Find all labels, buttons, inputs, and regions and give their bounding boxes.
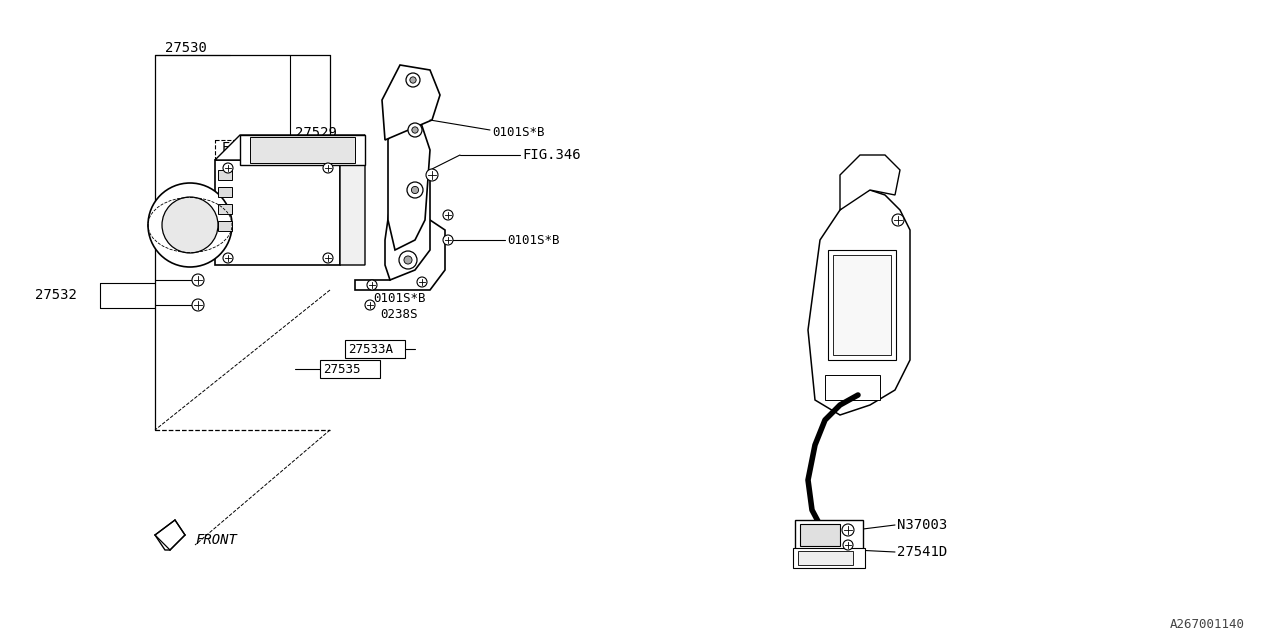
Circle shape	[192, 274, 204, 286]
Text: A267001140: A267001140	[1170, 618, 1245, 632]
Polygon shape	[808, 190, 910, 415]
Bar	[218, 204, 232, 214]
Circle shape	[842, 524, 854, 536]
Bar	[241, 135, 365, 165]
Circle shape	[443, 235, 453, 245]
Circle shape	[365, 300, 375, 310]
Circle shape	[426, 169, 438, 181]
Circle shape	[323, 253, 333, 263]
Text: FRONT: FRONT	[195, 533, 237, 547]
Circle shape	[410, 77, 416, 83]
Polygon shape	[355, 220, 445, 290]
Text: 0101S*B: 0101S*B	[507, 234, 559, 246]
Bar	[218, 221, 232, 231]
Text: 27529: 27529	[294, 126, 337, 140]
Circle shape	[367, 280, 378, 290]
Circle shape	[223, 253, 233, 263]
Bar	[828, 250, 896, 360]
Polygon shape	[381, 65, 440, 140]
Bar	[250, 137, 355, 163]
Text: 0238S: 0238S	[380, 307, 417, 321]
Text: 0101S*B: 0101S*B	[492, 125, 544, 138]
Text: ECU: ECU	[221, 141, 247, 155]
Text: FIG.346: FIG.346	[522, 148, 581, 162]
Text: 27532: 27532	[35, 288, 77, 302]
Polygon shape	[840, 155, 900, 210]
Text: 27530: 27530	[165, 41, 207, 55]
Polygon shape	[388, 110, 430, 250]
Text: 27541D: 27541D	[897, 545, 947, 559]
Bar	[218, 170, 232, 180]
Circle shape	[411, 186, 419, 194]
Circle shape	[408, 123, 422, 137]
Circle shape	[323, 163, 333, 173]
Bar	[833, 255, 891, 355]
Circle shape	[406, 73, 420, 87]
Circle shape	[417, 277, 428, 287]
Circle shape	[399, 251, 417, 269]
Polygon shape	[155, 520, 186, 550]
Polygon shape	[215, 135, 365, 160]
Circle shape	[412, 127, 419, 133]
Bar	[346, 340, 404, 358]
Text: N37003: N37003	[897, 518, 947, 532]
Circle shape	[404, 256, 412, 264]
Circle shape	[192, 299, 204, 311]
Circle shape	[407, 182, 422, 198]
Text: 27535: 27535	[323, 362, 361, 376]
Bar	[794, 548, 865, 568]
Polygon shape	[340, 135, 365, 265]
Bar	[320, 360, 380, 378]
Text: 27533A: 27533A	[348, 342, 393, 355]
Circle shape	[892, 214, 904, 226]
Text: H/U: H/U	[163, 228, 187, 242]
Circle shape	[163, 197, 218, 253]
Bar	[795, 520, 863, 550]
Circle shape	[223, 163, 233, 173]
Bar	[797, 551, 852, 565]
Circle shape	[148, 183, 232, 267]
Polygon shape	[385, 165, 430, 280]
Bar	[215, 160, 340, 265]
Circle shape	[844, 540, 852, 550]
Bar	[218, 187, 232, 197]
Bar	[215, 140, 355, 240]
Bar	[826, 375, 881, 400]
Bar	[800, 524, 840, 546]
Circle shape	[443, 210, 453, 220]
Text: 0101S*B: 0101S*B	[372, 291, 425, 305]
